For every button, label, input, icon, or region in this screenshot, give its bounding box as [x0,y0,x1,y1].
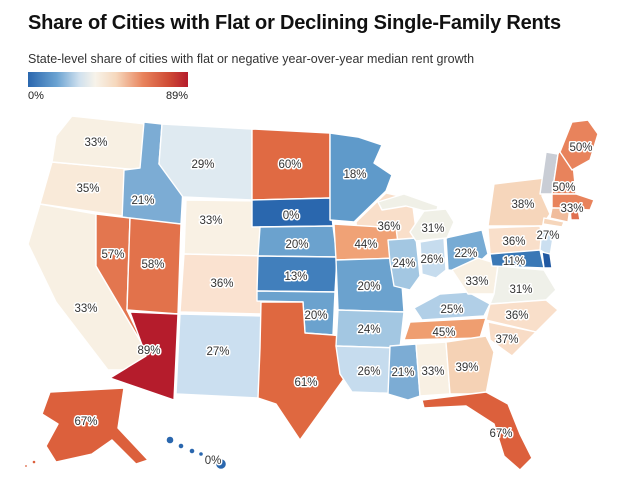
legend-min-label: 0% [28,90,44,102]
state-label-nd: 60% [278,159,301,171]
state-label-mo: 20% [357,281,380,293]
state-hi-island [207,454,215,462]
legend-labels: 0% 89% [28,90,188,102]
state-de [541,251,553,269]
state-label-wa: 33% [84,137,107,149]
state-label-ca: 33% [74,303,97,315]
state-label-ga: 39% [455,362,478,374]
state-sc [487,321,537,357]
state-label-wv: 33% [465,276,488,288]
state-label-tx: 61% [294,377,317,389]
state-label-ne: 20% [285,239,308,251]
state-ak-island [31,459,37,465]
state-label-ut: 58% [141,259,164,271]
state-label-il: 24% [392,258,415,270]
legend-max-label: 89% [165,90,188,102]
state-mt [158,123,253,201]
state-label-nh: 50% [552,182,575,194]
state-mi [409,208,455,242]
state-label-ky: 25% [440,304,463,316]
map-container: 33% 35% 33% 21% 29% 33% 57% 58% 36% 89% 27% 60% 0% 20… [0,108,618,490]
state-ct [549,207,571,223]
state-label-ok: 20% [304,310,327,322]
state-label-mi: 31% [421,223,444,235]
state-label-ak: 67% [74,416,97,428]
state-label-la: 26% [357,366,380,378]
state-label-ma: 33% [560,203,583,215]
state-hi-island [177,442,185,450]
us-choropleth-map: 33% 35% 33% 21% 29% 33% 57% 58% 36% 89% 27% 60% 0% 20… [23,115,599,471]
state-label-mt: 29% [191,159,214,171]
state-label-tn: 45% [432,327,455,339]
state-label-az: 89% [137,345,160,357]
state-label-nv: 57% [101,249,124,261]
page-title: Share of Cities with Flat or Declining S… [28,12,561,34]
state-label-or: 35% [76,183,99,195]
state-label-ia: 44% [354,239,377,251]
state-label-in: 26% [420,254,443,266]
state-ak [41,387,149,465]
state-label-ks: 13% [284,271,307,283]
state-ny [542,217,565,228]
state-label-hi: 0% [205,455,222,467]
state-label-ms: 21% [391,367,414,379]
state-label-md: 11% [503,256,525,268]
state-label-sc: 37% [495,334,518,346]
state-label-sd: 0% [283,210,300,222]
state-ri [569,207,581,221]
state-label-fl: 67% [489,428,512,440]
page-subtitle: State-level share of cities with flat or… [28,52,475,66]
state-me [559,119,599,171]
state-ga [445,335,495,395]
state-label-id: 21% [131,195,154,207]
state-label-wy: 33% [199,215,222,227]
state-ak-island [23,463,29,469]
state-label-al: 33% [421,366,444,378]
state-label-nj: 27% [536,230,559,242]
state-ny [487,177,551,227]
state-az [109,311,179,401]
state-label-nm: 27% [206,346,229,358]
state-ma [551,193,595,211]
state-label-wi: 36% [377,221,400,233]
state-label-pa: 36% [502,236,525,248]
state-label-ny: 38% [511,199,534,211]
state-label-va: 31% [509,284,532,296]
state-nc [485,299,559,333]
state-hi-island [188,447,196,455]
state-mn [329,132,393,223]
state-label-me: 50% [569,142,592,154]
state-label-mn: 18% [343,169,366,181]
legend-gradient-bar [28,72,188,87]
state-label-ar: 24% [357,324,380,336]
state-label-co: 36% [210,278,233,290]
state-ms [387,343,421,401]
state-tx [257,301,351,441]
color-legend: 0% 89% [28,72,188,102]
state-fl [421,391,533,471]
state-label-nc: 36% [505,310,528,322]
state-hi-island [165,435,175,445]
state-hi-island [197,450,205,458]
state-label-oh: 22% [454,248,477,260]
state-hi-island [214,457,228,471]
